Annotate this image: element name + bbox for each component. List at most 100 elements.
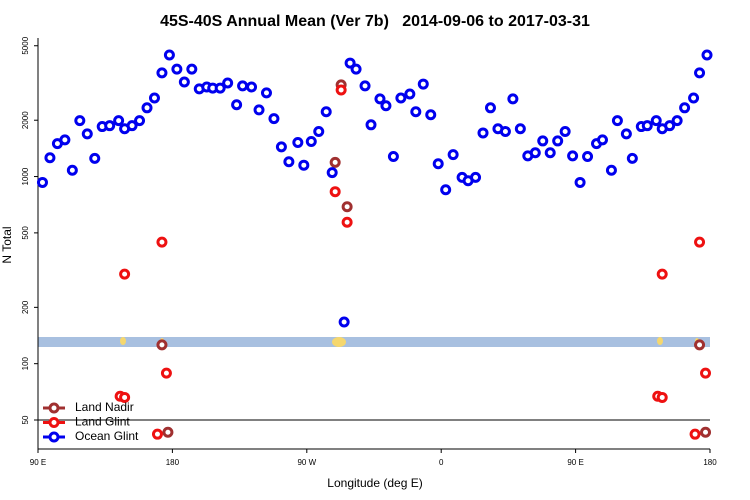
point	[126, 120, 138, 132]
legend-label: Ocean Glint	[75, 429, 139, 443]
point	[156, 67, 168, 79]
point	[283, 156, 295, 168]
point	[329, 186, 341, 198]
point	[81, 128, 93, 140]
x-tick-label: 180	[166, 458, 180, 467]
point	[582, 150, 594, 162]
legend-marker	[48, 402, 60, 414]
point	[626, 152, 638, 164]
x-tick-label: 90 E	[30, 458, 46, 467]
point	[36, 176, 48, 188]
y-tick-label: 2000	[21, 111, 30, 129]
point	[484, 102, 496, 114]
x-tick-label: 90 W	[297, 458, 316, 467]
point	[514, 123, 526, 135]
y-axis-label: N Total	[0, 226, 14, 263]
point	[335, 84, 347, 96]
point	[432, 158, 444, 170]
y-tick-label: 500	[21, 226, 30, 240]
point	[477, 127, 489, 139]
point	[237, 80, 249, 92]
point	[134, 115, 146, 127]
point	[171, 63, 183, 75]
point	[260, 87, 272, 99]
point	[679, 102, 691, 114]
x-tick-label: 180	[703, 458, 717, 467]
point	[320, 106, 332, 118]
point	[326, 167, 338, 179]
point	[59, 134, 71, 146]
y-tick-label: 5000	[21, 36, 30, 54]
y-tick-label: 1000	[21, 167, 30, 185]
point	[162, 426, 174, 438]
point	[574, 176, 586, 188]
point	[567, 150, 579, 162]
point	[246, 81, 258, 93]
legend-label: Land Glint	[75, 415, 130, 429]
point	[350, 63, 362, 75]
point	[222, 77, 234, 89]
point	[186, 63, 198, 75]
point	[214, 82, 226, 94]
point	[694, 339, 706, 351]
point	[341, 201, 353, 213]
point	[374, 93, 386, 105]
point	[365, 119, 377, 131]
point	[701, 49, 713, 61]
x-axis-label: Longitude (deg E)	[327, 476, 422, 490]
point	[268, 113, 280, 125]
point	[664, 120, 676, 132]
band-spot	[120, 337, 126, 345]
point	[417, 78, 429, 90]
point	[387, 150, 399, 162]
point	[611, 115, 623, 127]
point	[404, 88, 416, 100]
point	[298, 159, 310, 171]
y-tick-label: 50	[21, 415, 30, 424]
point	[359, 80, 371, 92]
point	[605, 164, 617, 176]
point	[559, 126, 571, 138]
band-spot	[332, 337, 346, 347]
point	[395, 92, 407, 104]
point	[529, 147, 541, 159]
chart-title: 45S-40S Annual Mean (Ver 7b) 2014-09-06 …	[160, 13, 590, 30]
point	[338, 316, 350, 328]
point	[292, 137, 304, 149]
point	[253, 104, 265, 116]
point	[119, 268, 131, 280]
point	[104, 120, 116, 132]
point	[156, 236, 168, 248]
point	[537, 135, 549, 147]
point	[178, 76, 190, 88]
point	[151, 428, 163, 440]
point	[694, 67, 706, 79]
point	[160, 367, 172, 379]
x-tick-label: 90 E	[567, 458, 583, 467]
point	[688, 92, 700, 104]
point	[156, 339, 168, 351]
point	[596, 134, 608, 146]
point	[620, 128, 632, 140]
point	[305, 135, 317, 147]
point	[89, 152, 101, 164]
point	[641, 120, 653, 132]
legend-marker	[48, 417, 60, 428]
point	[163, 49, 175, 61]
point	[74, 115, 86, 127]
point	[425, 109, 437, 121]
point	[700, 367, 712, 379]
point	[499, 126, 511, 138]
band	[38, 337, 710, 347]
point	[507, 93, 519, 105]
point	[671, 115, 683, 127]
point	[329, 156, 341, 168]
point	[552, 135, 564, 147]
y-tick-label: 100	[21, 356, 30, 370]
point	[231, 99, 243, 111]
point	[410, 106, 422, 118]
point	[656, 268, 668, 280]
point	[470, 171, 482, 183]
legend-marker	[48, 431, 60, 443]
